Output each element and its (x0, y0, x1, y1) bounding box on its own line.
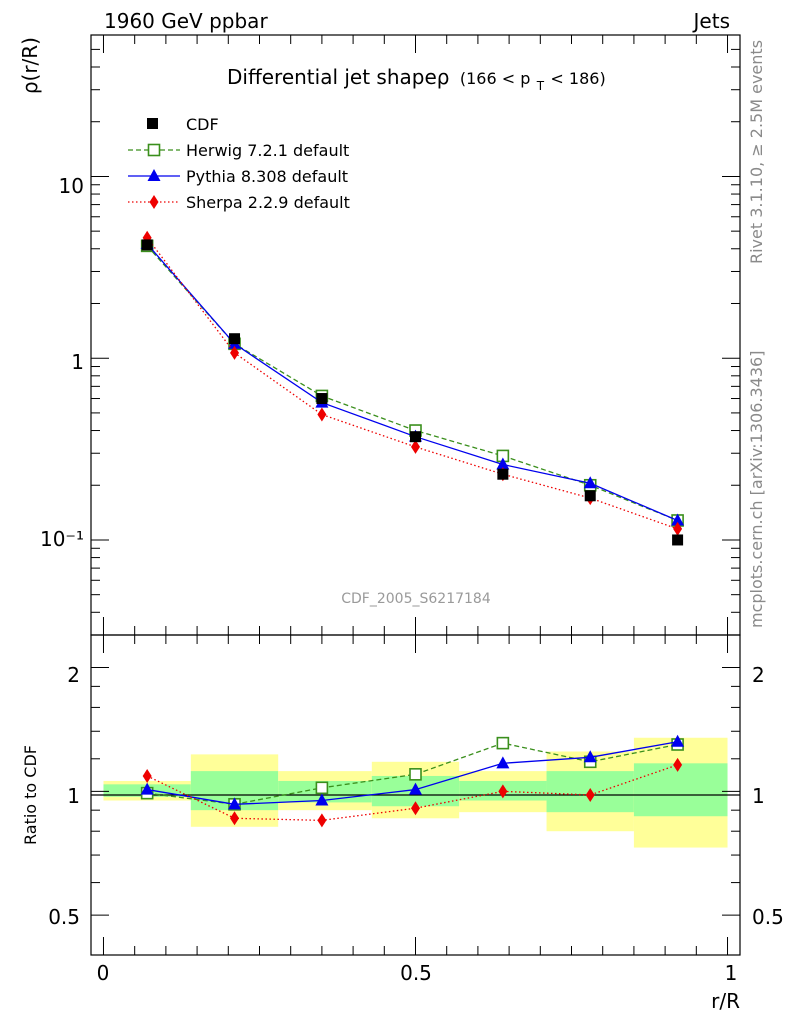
main-cdf-point-6 (672, 534, 684, 546)
legend-herwig-label: Herwig 7.2.1 default (186, 141, 349, 160)
band-inner-6 (633, 763, 728, 817)
ratio-pythia-point-6 (671, 734, 685, 747)
legend-entry-sherpa: Sherpa 2.2.9 default (128, 193, 350, 212)
ratio-pythia-point-0 (140, 782, 154, 795)
analysis-watermark: CDF_2005_S6217184 (341, 591, 491, 607)
main-sherpa-point-1 (230, 345, 240, 360)
legend: CDF Herwig 7.2.1 default Pythia 8.308 de… (128, 115, 350, 212)
main-sherpa-line (146, 237, 678, 530)
ratio-sherpa-point-6 (673, 757, 683, 772)
rivet-version-label: Rivet 3.1.10, ≥ 2.5M events (747, 40, 766, 264)
legend-entry-pythia: Pythia 8.308 default (128, 167, 348, 186)
main-panel-ticks (91, 34, 740, 636)
main-panel: ρ(r/R) 10⁻¹ 1 10 Differential jet shapeρ… (18, 34, 741, 636)
main-cdf-point-5 (584, 490, 596, 502)
ratio-sherpa-point-3 (411, 801, 420, 816)
x-tick-label-0.5: 0.5 (400, 961, 432, 985)
x-tick-label-1: 1 (725, 961, 738, 985)
ratio-pythia-point-5 (583, 750, 597, 763)
ratio-herwig-point-3 (409, 768, 422, 781)
main-sherpa-point-6 (673, 521, 683, 536)
main-cdf-point-4 (497, 468, 509, 480)
y-tick-label-1: 1 (71, 350, 84, 374)
legend-cdf-label: CDF (186, 115, 219, 134)
ratio-sherpa-point-5 (585, 787, 595, 802)
legend-pythia-label: Pythia 8.308 default (186, 167, 348, 186)
ratio-pythia-point-3 (409, 782, 422, 795)
ratio-ytick-right-2: 2 (752, 663, 765, 687)
main-cdf-point-1 (229, 333, 241, 345)
ratio-ytick-left-1: 1 (67, 784, 80, 808)
main-sherpa-point-3 (411, 439, 420, 454)
ratio-herwig-point-4 (496, 736, 510, 750)
ratio-ylabel: Ratio to CDF (21, 745, 40, 845)
x-tick-label-0: 0 (97, 961, 110, 985)
title-range-sub: T (536, 79, 545, 93)
main-panel-series (140, 230, 685, 546)
main-pythia-point-4 (496, 457, 510, 470)
ratio-herwig-point-2 (315, 781, 329, 795)
y-tick-label-10: 10 (59, 174, 84, 198)
x-axis-label: r/R (711, 989, 740, 1013)
ratio-sherpa-point-0 (142, 768, 152, 783)
legend-sherpa-marker (149, 195, 159, 209)
ratio-pythia-point-4 (496, 756, 510, 769)
legend-cdf-marker (147, 118, 158, 129)
ratio-ytick-left-0.5: 0.5 (48, 905, 80, 929)
title-range-prefix: (166 < p (460, 69, 531, 88)
main-pythia-point-6 (671, 513, 685, 526)
legend-herwig-marker (147, 143, 161, 157)
chart-title: Differential jet shapeρ (166 < p T < 186… (227, 65, 606, 95)
main-pythia-point-5 (583, 476, 597, 489)
ratio-panel-ticks (91, 635, 740, 955)
ratio-ytick-left-2: 2 (67, 663, 80, 687)
legend-entry-herwig: Herwig 7.2.1 default (128, 141, 349, 160)
ratio-panel: Ratio to CDF 2 1 0.5 2 1 0.5 0 0.5 1 r/R (21, 634, 784, 1013)
ratio-ytick-right-0.5: 0.5 (752, 905, 784, 929)
ratio-panel-series (140, 734, 685, 828)
y-tick-label-0.1: 10⁻¹ (40, 527, 84, 551)
title-range-suffix: < 186) (550, 69, 605, 88)
ratio-sherpa-point-2 (317, 813, 327, 828)
main-cdf-point-0 (141, 239, 153, 251)
ratio-pythia-point-2 (315, 793, 329, 806)
main-ylabel: ρ(r/R) (18, 37, 42, 94)
legend-sherpa-label: Sherpa 2.2.9 default (186, 193, 350, 212)
ratio-sherpa-point-4 (498, 784, 508, 799)
header-left: 1960 GeV ppbar (104, 9, 268, 33)
title-main: Differential jet shapeρ (227, 65, 449, 89)
legend-entry-cdf: CDF (147, 115, 219, 134)
main-pythia-line (146, 243, 678, 522)
main-cdf-point-3 (410, 431, 421, 443)
ratio-pythia-point-1 (228, 797, 242, 810)
main-sherpa-point-2 (317, 407, 327, 422)
legend-pythia-marker (147, 169, 161, 181)
ratio-sherpa-point-1 (230, 811, 240, 826)
header-right: Jets (692, 9, 730, 33)
main-cdf-point-2 (316, 393, 328, 405)
mcplots-label: mcplots.cern.ch [arXiv:1306.3436] (747, 351, 766, 628)
main-herwig-line (146, 245, 678, 522)
ratio-ytick-right-1: 1 (752, 784, 765, 808)
